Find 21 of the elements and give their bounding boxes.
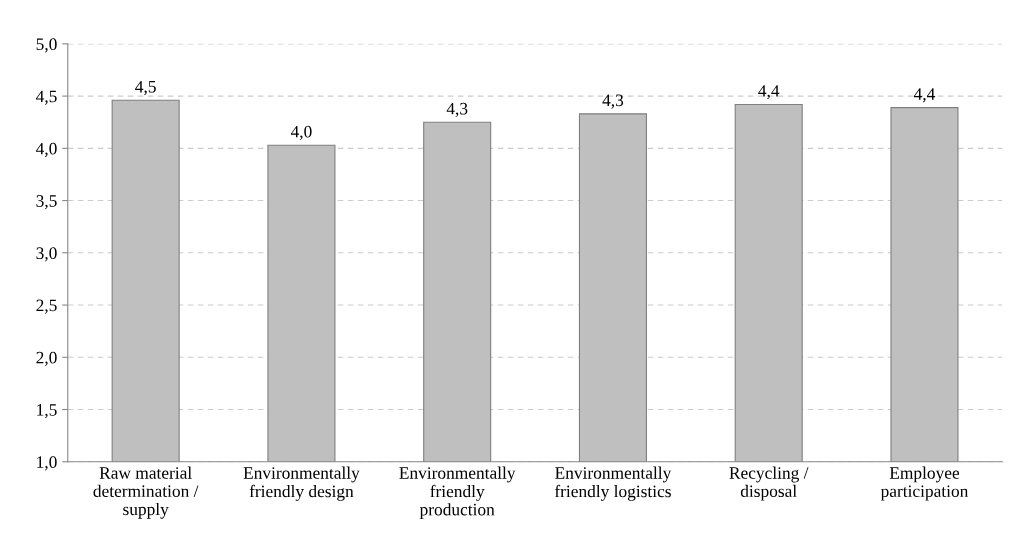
x-tick-label: Environmentally friendly design (243, 466, 360, 501)
data-label: 4,4 (913, 88, 936, 103)
x-tick-label: Recycling / disposal (729, 466, 809, 501)
y-tick-label: 2,0 (36, 351, 57, 366)
y-tick-label: 3,0 (36, 247, 57, 262)
data-label: 4,3 (446, 102, 468, 118)
data-label: 4,4 (758, 85, 780, 100)
y-tick-label: 2,5 (36, 299, 57, 314)
y-tick-label: 1,5 (37, 404, 57, 419)
data-label: 4,0 (290, 125, 312, 140)
y-tick-label: 4,0 (36, 142, 57, 158)
data-label: 4,3 (602, 94, 624, 109)
y-tick-label: 3,5 (36, 195, 57, 210)
x-tick-label: Environmentally friendly production (399, 466, 516, 519)
x-tick-label: Raw material determination / supply (93, 466, 199, 519)
x-tick-label: Environmentally friendly logistics (554, 466, 672, 501)
y-tick-label: 5,0 (36, 38, 57, 53)
y-tick-label: 1,0 (37, 456, 57, 471)
data-label: 4,5 (135, 80, 156, 96)
x-tick-label: Employee participation (880, 466, 969, 501)
y-tick-label: 4,5 (36, 90, 57, 105)
